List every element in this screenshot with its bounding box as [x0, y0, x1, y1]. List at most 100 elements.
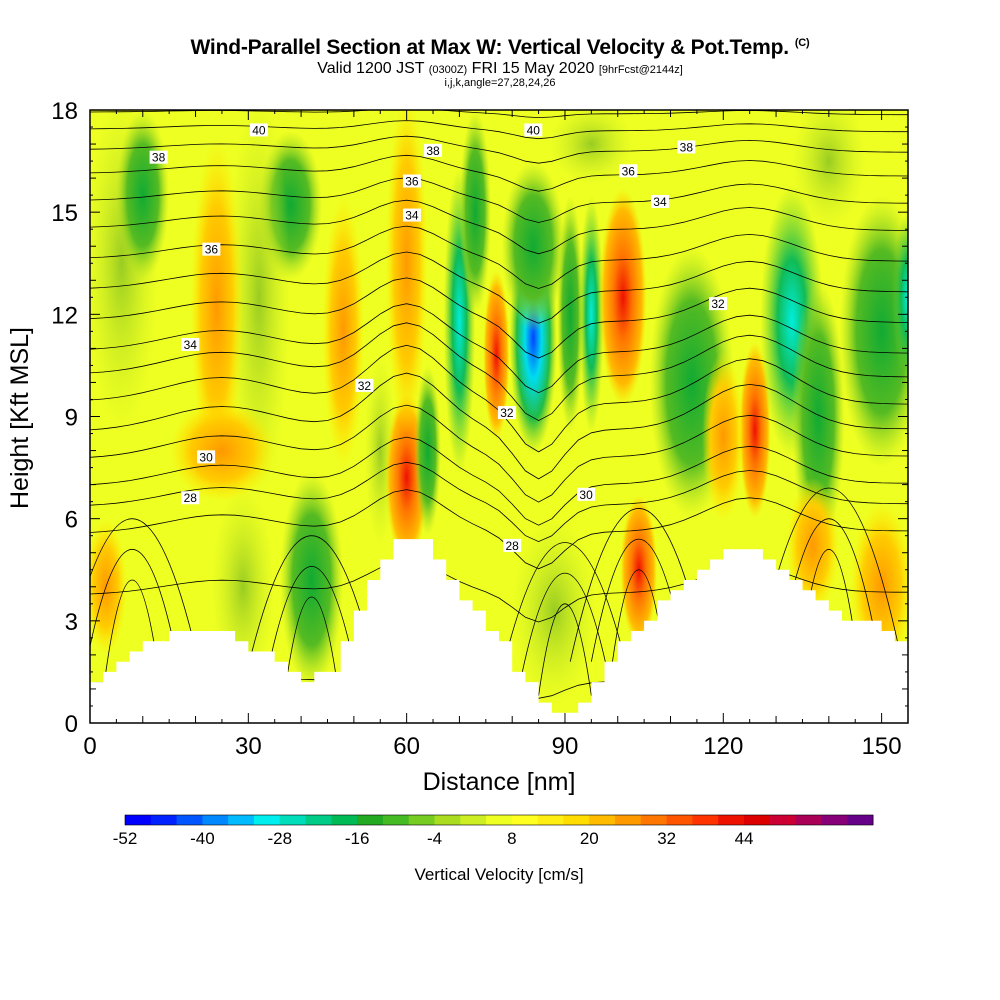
contour-label-bg — [202, 242, 221, 256]
terrain — [90, 539, 908, 723]
colorbar-swatch — [847, 815, 874, 825]
colorbar-tick-label: -4 — [427, 829, 442, 848]
colorbar-swatch — [640, 815, 668, 825]
contour-label-text: 34 — [653, 195, 667, 209]
contour-label-text: 30 — [199, 450, 213, 464]
contour-label: 34 — [650, 194, 669, 209]
contour-label: 32 — [355, 378, 374, 393]
contour-label-text: 32 — [358, 379, 372, 393]
y-tick-label: 12 — [51, 302, 78, 329]
contour-label-text: 38 — [426, 144, 440, 158]
theta-contour — [517, 572, 613, 696]
contour-label-bg — [402, 208, 421, 222]
valid-date: FRI 15 May 2020 — [471, 60, 595, 77]
theta-contour — [90, 461, 908, 543]
colorbar-swatch — [511, 815, 539, 825]
colorbar-label: Vertical Velocity [cm/s] — [414, 865, 583, 884]
y-tick-label: 6 — [65, 507, 78, 534]
theta-contour — [105, 579, 160, 672]
theta-contour — [495, 542, 634, 696]
contour-label-bg — [709, 297, 728, 311]
contour-label-bg — [497, 406, 516, 420]
colorbar-swatch — [769, 815, 797, 825]
velocity-cell — [786, 477, 840, 615]
contour-label-text: 32 — [500, 406, 514, 420]
contour-label-text: 34 — [405, 209, 419, 223]
colorbar-swatch — [486, 815, 513, 825]
velocity-cell — [791, 110, 866, 230]
theta-contour — [90, 548, 181, 672]
contour-label-bg — [181, 337, 200, 351]
contour-label-bg — [197, 450, 216, 464]
x-tick-label: 150 — [862, 733, 902, 760]
colorbar-swatch — [176, 815, 203, 825]
contour-label-bg — [577, 487, 596, 501]
contour-label: 28 — [181, 491, 200, 505]
chart-title-text: Wind-Parallel Section at Max W: Vertical… — [190, 36, 790, 59]
colorbar-tick-label: -40 — [190, 829, 215, 848]
valid-time: Valid 1200 JST — [317, 60, 425, 77]
colorbar-swatch — [666, 815, 693, 825]
contour-label-text: 28 — [184, 491, 198, 505]
colorbar-swatch — [537, 815, 564, 825]
contour-label: 40 — [249, 123, 268, 137]
theta-contour — [284, 596, 339, 690]
contour-label-bg — [402, 174, 421, 188]
colorbar-tick-label: 8 — [507, 829, 516, 848]
colorbar-swatch — [357, 815, 384, 825]
colorbar-swatch — [202, 815, 229, 825]
contour-label-text: 36 — [205, 243, 219, 257]
colorbar-swatch — [305, 815, 332, 825]
chart-indices: i,j,k,angle=27,28,24,26 — [444, 77, 556, 89]
colorbar-swatch — [821, 815, 848, 825]
velocity-cell — [839, 195, 908, 468]
y-tick-label: 0 — [65, 711, 78, 738]
contour-label-text: 40 — [252, 123, 266, 137]
contour-label-bg — [249, 123, 268, 137]
contour-label: 36 — [402, 174, 421, 189]
contour-label: 32 — [709, 297, 728, 311]
colorbar-swatch — [589, 815, 616, 825]
colorbar-frame — [124, 814, 874, 826]
contour-label-bg — [355, 378, 374, 392]
chart-subtitle: Valid 1200 JST (0300Z) FRI 15 May 2020 [… — [0, 60, 1000, 78]
colorbar-swatch — [692, 815, 719, 825]
colorbar-swatch — [563, 815, 590, 825]
contour-label-bg — [503, 538, 522, 552]
velocity-cell — [579, 195, 604, 434]
theta-contour — [90, 404, 908, 503]
colorbar-swatch — [615, 815, 642, 825]
contour-label: 38 — [677, 140, 696, 154]
y-axis-label: Height [Kft MSL] — [6, 327, 34, 509]
theta-contour — [538, 603, 592, 696]
valid-time-utc: (0300Z) — [428, 64, 468, 76]
terrain-mask — [90, 539, 908, 723]
x-tick-label: 90 — [552, 733, 579, 760]
theta-contours — [90, 110, 908, 699]
colorbar-swatch — [228, 815, 255, 825]
velocity-cell — [279, 470, 344, 689]
contour-label: 28 — [503, 538, 522, 553]
theta-contour — [90, 177, 908, 223]
contour-label: 32 — [497, 406, 516, 420]
colorbar-swatch — [331, 815, 358, 825]
y-tick-label: 18 — [51, 98, 78, 125]
contour-label-bg — [524, 123, 543, 137]
velocity-cell — [190, 137, 244, 478]
colorbar: -52 -40 -28 -16 -4 8 20 32 44 — [113, 814, 874, 848]
velocity-cell — [385, 110, 428, 434]
theta-contour — [90, 322, 908, 422]
contour-label-text: 36 — [622, 164, 636, 178]
contour-label-bg — [424, 143, 443, 157]
x-tick-label: 0 — [83, 733, 96, 760]
theta-contour — [90, 436, 908, 526]
contour-label-bg — [619, 164, 638, 178]
x-axis-label: Distance [nm] — [423, 768, 576, 796]
contour-label-text: 36 — [405, 175, 419, 189]
contour-label: 30 — [197, 450, 216, 464]
velocity-cell — [892, 212, 908, 383]
copyright-mark: (C) — [794, 37, 810, 49]
theta-contour — [90, 120, 908, 140]
